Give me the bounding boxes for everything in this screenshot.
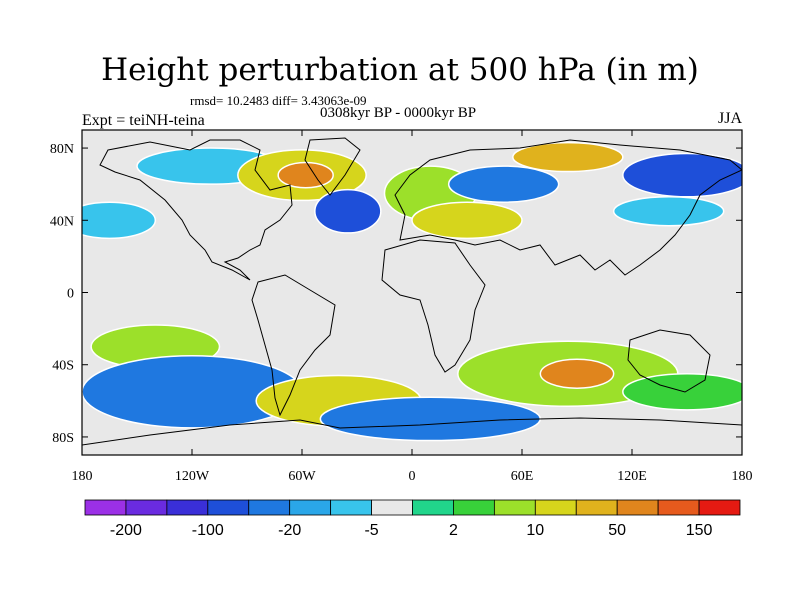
coastline-eurasia — [394, 139, 742, 276]
x-tick-label: 60E — [511, 469, 534, 484]
field-anomaly-17 — [319, 396, 542, 442]
y-tick-label: 80S — [52, 431, 74, 446]
colorbar: -200 -100 -20 -5 2 10 50 150 — [84, 499, 741, 539]
field-anomaly-3 — [314, 188, 382, 234]
colorbar-swatch — [698, 499, 741, 516]
field-anomaly-16 — [622, 373, 742, 411]
colorbar-swatch — [125, 499, 168, 516]
x-tick-label: 120W — [175, 469, 210, 484]
x-tick-label: 120E — [617, 469, 647, 484]
colorbar-swatch — [166, 499, 209, 516]
field-anomaly-8 — [622, 152, 742, 198]
stats-text: rmsd= 10.2483 diff= 3.43063e-09 — [190, 93, 367, 108]
colorbar-label: -5 — [364, 522, 378, 539]
field-anomaly-15 — [539, 358, 615, 389]
y-tick-label: 40N — [50, 214, 74, 229]
colorbar-label: -200 — [110, 522, 142, 539]
colorbar-swatch — [616, 499, 659, 516]
colorbar-label: 2 — [449, 522, 458, 539]
coastline-south-america — [251, 274, 336, 417]
coastline-layer — [82, 137, 742, 446]
coastline-north-america — [99, 139, 293, 281]
coastline-australia — [627, 329, 711, 393]
coastline-greenland — [304, 137, 361, 196]
colorbar-label: 10 — [526, 522, 544, 539]
field-layer — [82, 141, 742, 442]
colorbar-swatch — [453, 499, 495, 516]
colorbar-swatch — [412, 499, 454, 516]
field-anomaly-6 — [447, 165, 560, 203]
x-tick-label: 180 — [72, 469, 93, 484]
experiment-label: Expt = teiNH-teina — [82, 112, 205, 129]
colorbar-swatch — [575, 499, 618, 516]
field-anomaly-5 — [411, 201, 523, 240]
coastline-africa — [381, 239, 486, 373]
colorbar-swatch — [330, 499, 372, 516]
colorbar-swatch — [371, 499, 413, 516]
colorbar-swatch — [248, 499, 291, 516]
period-text: 0308kyr BP - 0000kyr BP — [320, 105, 477, 121]
colorbar-swatch — [534, 499, 577, 516]
y-tick-label: 80N — [50, 142, 74, 157]
x-tick-label: 60W — [288, 469, 316, 484]
y-tick-label: 40S — [52, 359, 74, 374]
field-anomaly-10 — [82, 201, 157, 240]
colorbar-label: -100 — [192, 522, 224, 539]
season-label: JJA — [717, 110, 742, 127]
field-anomaly-9 — [612, 196, 725, 227]
colorbar-swatch — [657, 499, 700, 516]
y-tick-label: 0 — [67, 287, 74, 302]
coastline-antarctica — [82, 417, 742, 446]
field-anomaly-2 — [277, 161, 334, 189]
axis-layer: 180 120W 60W 0 60E 120E 180 80N 40N 0 40S 80S — [50, 130, 753, 484]
colorbar-label: -20 — [278, 522, 301, 539]
x-tick-label: 180 — [732, 469, 753, 484]
chart-title: Height perturbation at 500 hPa (in m) — [101, 52, 699, 88]
field-anomaly-7 — [512, 141, 624, 173]
colorbar-swatch — [493, 499, 536, 516]
colorbar-swatch — [289, 499, 332, 516]
colorbar-label: 50 — [608, 522, 626, 539]
colorbar-swatch — [207, 499, 250, 516]
x-tick-label: 0 — [409, 469, 416, 484]
colorbar-swatch — [84, 499, 127, 516]
colorbar-label: 150 — [686, 522, 713, 539]
